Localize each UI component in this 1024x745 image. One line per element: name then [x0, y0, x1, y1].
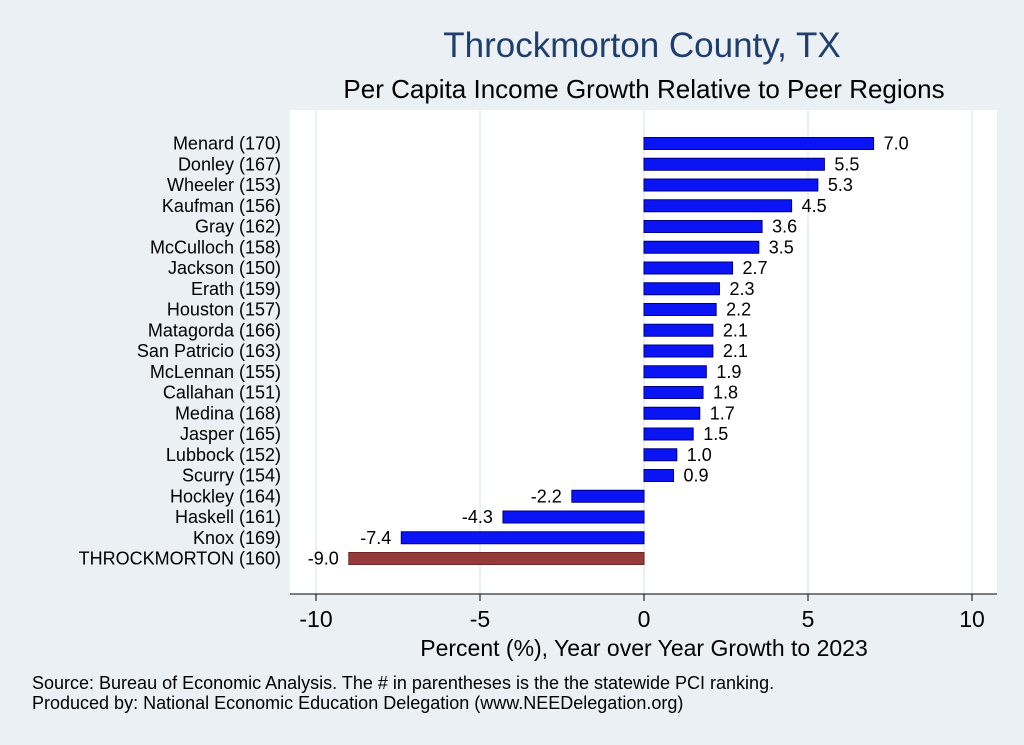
value-label: -2.2: [531, 486, 562, 506]
chart-title: Throckmorton County, TX: [443, 26, 841, 65]
category-label: Hockley (164): [170, 486, 281, 506]
category-label: Scurry (154): [182, 466, 281, 486]
value-label: 5.5: [834, 154, 859, 174]
bar-knox-169: [400, 531, 645, 545]
source-note: Source: Bureau of Economic Analysis. The…: [32, 673, 775, 693]
bar-layer: Menard (170) 7.0 Donley (167) 5.5 Wheeler (1…: [79, 134, 909, 569]
value-label: 1.9: [716, 362, 741, 382]
category-label: Houston (157): [167, 300, 281, 320]
bar-medina-168: [643, 406, 701, 420]
tick-layer: -10 -5 0 5 10: [299, 594, 985, 632]
category-label: Jasper (165): [180, 424, 281, 444]
chart-subtitle: Per Capita Income Growth Relative to Pee…: [343, 74, 945, 104]
value-label: 2.1: [723, 320, 748, 340]
category-label: Gray (162): [195, 217, 281, 237]
value-label: 4.5: [802, 196, 827, 216]
value-label: 7.0: [884, 134, 909, 154]
bar-gray-162: [643, 220, 763, 233]
bar-mcculloch-158: [643, 240, 760, 254]
category-label: Matagorda (166): [148, 320, 281, 340]
value-label: 2.2: [726, 300, 751, 320]
category-label: Haskell (161): [175, 507, 281, 527]
bar-kaufman-156: [643, 199, 793, 213]
category-label: Donley (167): [178, 154, 281, 174]
bar-erath-159: [643, 282, 720, 296]
bar-donley-167: [643, 157, 825, 171]
value-label: -4.3: [462, 507, 493, 527]
bar-menard-170: [643, 137, 875, 150]
value-label: 0.9: [684, 466, 709, 486]
bar-haskell-161: [502, 510, 645, 524]
bar-matagorda-166: [643, 323, 714, 337]
bar-wheeler-153: [643, 178, 819, 192]
category-label: Jackson (150): [168, 258, 281, 278]
value-label: 1.7: [710, 403, 735, 423]
value-label: 2.1: [723, 341, 748, 361]
category-label: San Patricio (163): [137, 341, 281, 361]
category-label: Knox (169): [193, 528, 281, 548]
value-label: 2.3: [729, 279, 754, 299]
bar-throckmorton-160: [348, 552, 645, 565]
x-tick-label: -10: [299, 606, 332, 632]
category-label: Medina (168): [175, 403, 281, 423]
category-label: Kaufman (156): [162, 196, 281, 216]
bar-jasper-165: [643, 427, 694, 441]
value-label: -7.4: [360, 528, 391, 548]
value-label: 2.7: [743, 258, 768, 278]
category-label: Lubbock (152): [166, 445, 281, 465]
bar-scurry-154: [643, 469, 675, 482]
value-label: 1.0: [687, 445, 712, 465]
bar-lubbock-152: [643, 448, 678, 462]
bar-jackson-150: [643, 261, 734, 275]
bar-mclennan-155: [643, 365, 707, 379]
x-tick-label: 10: [959, 606, 985, 632]
value-label: 1.5: [703, 424, 728, 444]
category-label: THROCKMORTON (160): [79, 549, 281, 569]
category-label: Callahan (151): [163, 383, 281, 403]
category-label: Wheeler (153): [167, 175, 281, 195]
value-label: 3.6: [772, 217, 797, 237]
x-axis-label: Percent (%), Year over Year Growth to 20…: [420, 635, 868, 661]
category-label: McLennan (155): [150, 362, 281, 382]
value-label: 5.3: [828, 175, 853, 195]
value-label: 1.8: [713, 383, 738, 403]
category-label: McCulloch (158): [150, 237, 281, 257]
bar-san-patricio-163: [643, 344, 714, 358]
category-label: Erath (159): [191, 279, 281, 299]
category-label: Menard (170): [173, 134, 281, 154]
bar-hockley-164: [571, 489, 645, 503]
x-tick-label: -5: [470, 606, 490, 632]
bar-callahan-151: [643, 386, 704, 399]
value-label: 3.5: [769, 237, 794, 257]
x-tick-label: 0: [638, 606, 651, 632]
bar-houston-157: [643, 303, 717, 316]
producer-note: Produced by: National Economic Education…: [32, 693, 684, 713]
value-label: -9.0: [308, 549, 339, 569]
x-tick-label: 5: [802, 606, 815, 632]
